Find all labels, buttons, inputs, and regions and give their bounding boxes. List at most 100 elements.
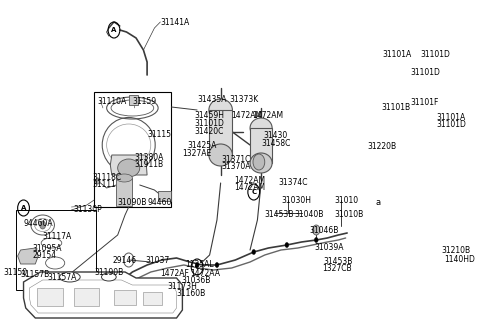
- Ellipse shape: [60, 272, 80, 282]
- Text: 31157B: 31157B: [21, 270, 50, 279]
- Text: 31110A: 31110A: [97, 97, 126, 106]
- Ellipse shape: [380, 102, 392, 113]
- Circle shape: [215, 262, 219, 268]
- Circle shape: [253, 154, 265, 170]
- Circle shape: [252, 249, 255, 254]
- Text: 31220B: 31220B: [368, 142, 397, 151]
- Text: 1472AM: 1472AM: [234, 176, 265, 185]
- Text: 31118C: 31118C: [93, 173, 122, 182]
- Bar: [116, 178, 132, 206]
- Text: C: C: [194, 264, 200, 270]
- Text: 31458C: 31458C: [261, 139, 290, 148]
- Text: 1472AF: 1472AF: [160, 269, 189, 278]
- Text: 31037: 31037: [145, 256, 170, 265]
- Circle shape: [285, 242, 288, 248]
- Text: a: a: [375, 198, 380, 207]
- Text: 31010B: 31010B: [335, 210, 364, 219]
- Text: 1327AE: 1327AE: [182, 149, 212, 158]
- Text: 31040B: 31040B: [294, 210, 324, 219]
- Text: 31039A: 31039A: [315, 243, 344, 252]
- Text: 94460: 94460: [147, 198, 171, 207]
- Text: 1472AM: 1472AM: [252, 111, 283, 120]
- Text: 31453B: 31453B: [324, 257, 353, 266]
- Text: 31101B: 31101B: [382, 103, 411, 112]
- Text: 31453B: 31453B: [265, 210, 294, 219]
- Text: 31030H: 31030H: [282, 196, 312, 205]
- Text: 31101D: 31101D: [420, 50, 451, 59]
- Text: 31101D: 31101D: [195, 119, 225, 128]
- Ellipse shape: [429, 104, 442, 116]
- Text: 31380A: 31380A: [134, 153, 164, 162]
- Ellipse shape: [116, 174, 132, 182]
- Text: 31101A: 31101A: [436, 113, 466, 122]
- Polygon shape: [373, 54, 454, 133]
- Text: 1327CB: 1327CB: [322, 264, 352, 273]
- Polygon shape: [24, 272, 182, 318]
- Text: 31157A: 31157A: [48, 273, 77, 282]
- Bar: [73, 288, 99, 306]
- Ellipse shape: [411, 66, 424, 78]
- Ellipse shape: [250, 153, 272, 173]
- Text: 31420C: 31420C: [195, 127, 224, 136]
- Text: 31090B: 31090B: [118, 198, 147, 207]
- Bar: [158, 191, 171, 201]
- Polygon shape: [110, 155, 147, 175]
- Text: 31374C: 31374C: [278, 178, 308, 187]
- Ellipse shape: [401, 109, 416, 122]
- Text: 31210B: 31210B: [441, 246, 470, 255]
- Ellipse shape: [209, 99, 232, 121]
- Text: 29154: 29154: [32, 251, 57, 260]
- Text: 31111: 31111: [93, 180, 117, 189]
- Text: 31371C: 31371C: [221, 155, 251, 164]
- Text: 31190B: 31190B: [94, 268, 123, 277]
- Bar: [129, 95, 138, 105]
- Text: 31150: 31150: [3, 268, 27, 277]
- Text: A: A: [111, 27, 117, 33]
- Text: C: C: [251, 189, 256, 195]
- Circle shape: [314, 237, 318, 242]
- Text: 31159: 31159: [132, 97, 156, 106]
- Text: 31010: 31010: [335, 196, 359, 205]
- Bar: [144, 292, 162, 305]
- Text: 31459H: 31459H: [195, 111, 225, 120]
- Circle shape: [96, 178, 100, 184]
- Text: 1472AM: 1472AM: [234, 183, 265, 192]
- Polygon shape: [18, 248, 38, 264]
- Text: 31036B: 31036B: [181, 276, 211, 285]
- Text: 94460A: 94460A: [24, 219, 53, 228]
- Ellipse shape: [434, 83, 446, 94]
- Text: 31430: 31430: [264, 131, 288, 140]
- Text: 31435A: 31435A: [197, 95, 227, 104]
- Ellipse shape: [101, 273, 116, 281]
- Text: 1472AM: 1472AM: [232, 111, 263, 120]
- Circle shape: [312, 225, 320, 235]
- Text: 31095A: 31095A: [32, 244, 62, 253]
- Text: 31425A: 31425A: [188, 141, 217, 150]
- Bar: [94, 92, 171, 207]
- Bar: [250, 128, 272, 163]
- Text: 31160B: 31160B: [177, 289, 206, 298]
- Text: 31101F: 31101F: [410, 98, 439, 107]
- Text: 31101D: 31101D: [437, 120, 467, 129]
- Text: 31115: 31115: [147, 130, 171, 139]
- Bar: [209, 110, 232, 155]
- Text: 31046B: 31046B: [310, 226, 339, 235]
- Text: 31373K: 31373K: [229, 95, 259, 104]
- Ellipse shape: [118, 159, 140, 177]
- Ellipse shape: [386, 68, 401, 82]
- Circle shape: [195, 262, 199, 268]
- Text: 31101A: 31101A: [383, 50, 412, 59]
- Text: 1125AL: 1125AL: [185, 260, 214, 269]
- Text: 31911B: 31911B: [134, 160, 164, 169]
- Ellipse shape: [209, 144, 232, 166]
- Circle shape: [40, 221, 46, 229]
- Text: 1140HD: 1140HD: [444, 255, 475, 264]
- Text: 31141A: 31141A: [160, 18, 190, 27]
- Text: 31173H: 31173H: [168, 282, 198, 291]
- Bar: [114, 290, 136, 305]
- Ellipse shape: [250, 118, 272, 138]
- Bar: [16, 210, 96, 290]
- Circle shape: [445, 247, 452, 257]
- Text: 31130P: 31130P: [73, 205, 102, 214]
- Text: A: A: [21, 205, 26, 211]
